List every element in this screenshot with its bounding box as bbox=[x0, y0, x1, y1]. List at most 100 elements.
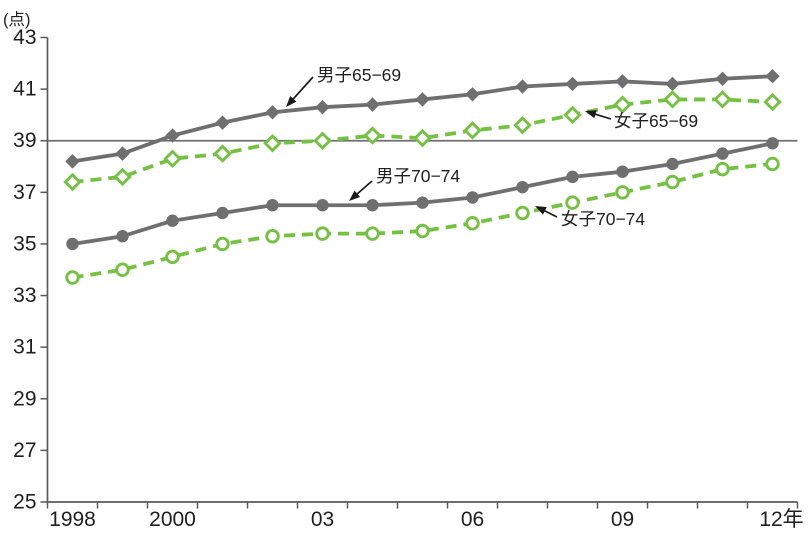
annotation-label-male-65-69: 男子65−69 bbox=[317, 65, 401, 85]
data-point bbox=[715, 71, 730, 86]
data-point bbox=[563, 105, 582, 125]
data-point bbox=[115, 146, 130, 161]
data-point bbox=[215, 115, 230, 130]
y-tick-label: 27 bbox=[13, 439, 36, 462]
series-female-70-74 bbox=[65, 156, 780, 285]
annotation-male-65-69: 男子65−69 bbox=[286, 65, 401, 107]
data-point bbox=[663, 90, 682, 109]
annotation-arrowhead bbox=[585, 110, 597, 119]
y-tick-label: 43 bbox=[13, 26, 36, 49]
data-point bbox=[565, 195, 580, 210]
series-female-65-69 bbox=[63, 90, 782, 192]
data-point bbox=[765, 156, 780, 172]
data-point bbox=[65, 154, 80, 169]
y-tick-label: 29 bbox=[13, 387, 36, 410]
series-male-70-74 bbox=[66, 137, 779, 251]
x-tick-label: 12年 bbox=[759, 508, 803, 531]
y-tick-label: 37 bbox=[13, 181, 36, 204]
data-point bbox=[363, 126, 382, 145]
data-point bbox=[516, 180, 529, 194]
data-point bbox=[665, 174, 680, 190]
x-tick-label: 1998 bbox=[49, 508, 96, 531]
data-point bbox=[466, 191, 479, 204]
annotation-arrow-line bbox=[542, 209, 558, 218]
data-point bbox=[213, 144, 232, 163]
annotation-arrow-line bbox=[593, 112, 612, 120]
data-point bbox=[263, 134, 282, 153]
data-point bbox=[415, 92, 430, 107]
data-point bbox=[163, 149, 182, 169]
annotation-arrowhead bbox=[535, 206, 547, 215]
annotation-label-male-70-74: 男子70−74 bbox=[376, 166, 460, 186]
y-tick-label: 33 bbox=[13, 284, 36, 307]
data-point bbox=[315, 226, 330, 241]
data-point bbox=[616, 165, 629, 178]
data-point bbox=[265, 105, 280, 120]
data-point bbox=[665, 76, 680, 92]
y-tick-label: 35 bbox=[13, 232, 36, 255]
data-point bbox=[113, 167, 132, 187]
data-point bbox=[566, 170, 579, 184]
data-point bbox=[166, 214, 179, 227]
data-point bbox=[365, 226, 380, 241]
data-point bbox=[716, 147, 729, 160]
data-point bbox=[315, 99, 330, 115]
y-axis-unit-label: (点) bbox=[3, 10, 31, 29]
data-point bbox=[513, 115, 532, 135]
data-point bbox=[515, 205, 530, 221]
data-point bbox=[715, 161, 730, 177]
data-point bbox=[415, 223, 430, 239]
y-tick-label: 25 bbox=[13, 491, 36, 514]
x-axis: 1998 2000 03 06 09 12年 bbox=[46, 501, 804, 531]
data-point bbox=[165, 249, 180, 265]
data-point bbox=[316, 199, 329, 212]
data-point bbox=[713, 90, 732, 109]
data-point bbox=[65, 270, 80, 285]
data-point bbox=[615, 185, 630, 200]
data-point bbox=[465, 216, 480, 231]
annotation-female-70-74: 女子70−74 bbox=[535, 206, 645, 229]
data-point bbox=[765, 69, 780, 84]
x-tick-label: 09 bbox=[611, 508, 634, 531]
annotation-arrow-line bbox=[291, 76, 314, 101]
data-point bbox=[763, 92, 782, 112]
y-tick-label: 41 bbox=[13, 78, 36, 101]
data-point bbox=[115, 262, 130, 278]
annotation-female-65-69: 女子65−69 bbox=[585, 110, 698, 131]
annotation-label-female-65-69: 女子65−69 bbox=[614, 111, 698, 131]
data-point bbox=[66, 237, 79, 251]
x-tick-label: 2000 bbox=[149, 508, 196, 531]
data-point bbox=[766, 137, 779, 150]
data-point bbox=[465, 87, 480, 102]
data-point bbox=[366, 199, 379, 212]
annotation-arrowhead bbox=[349, 190, 361, 201]
y-axis: 43 41 39 37 35 33 31 29 27 25 bbox=[13, 26, 49, 514]
data-point bbox=[216, 206, 229, 220]
data-point bbox=[615, 74, 630, 89]
data-point bbox=[63, 172, 82, 192]
data-point bbox=[416, 196, 429, 209]
series-male-65-69 bbox=[65, 69, 780, 169]
data-point bbox=[463, 121, 482, 140]
data-point bbox=[165, 128, 180, 143]
data-point bbox=[313, 131, 332, 150]
data-point bbox=[613, 95, 632, 114]
data-point bbox=[266, 199, 279, 212]
annotation-arrow-line bbox=[355, 180, 373, 196]
annotation-arrowhead bbox=[286, 96, 297, 107]
data-point bbox=[666, 157, 679, 171]
y-tick-label: 31 bbox=[13, 336, 36, 359]
data-point bbox=[515, 79, 530, 94]
annotation-label-female-70-74: 女子70−74 bbox=[561, 209, 645, 229]
data-point bbox=[565, 76, 580, 92]
x-tick-label: 03 bbox=[311, 508, 334, 531]
x-tick-label: 06 bbox=[461, 508, 484, 531]
data-point bbox=[413, 128, 432, 148]
data-point bbox=[215, 236, 230, 252]
data-point bbox=[365, 97, 380, 112]
annotation-male-70-74: 男子70−74 bbox=[349, 166, 460, 201]
data-point bbox=[116, 230, 129, 243]
data-point bbox=[265, 228, 280, 244]
